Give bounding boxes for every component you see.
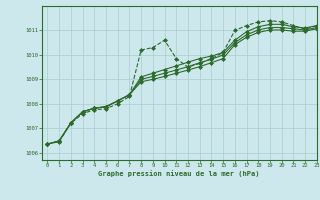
X-axis label: Graphe pression niveau de la mer (hPa): Graphe pression niveau de la mer (hPa) [99, 170, 260, 177]
